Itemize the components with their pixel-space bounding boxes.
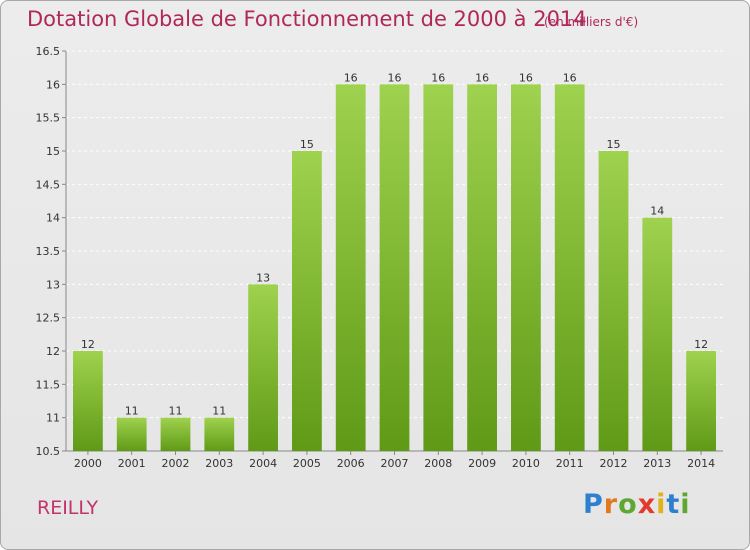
bar-2010 — [511, 84, 541, 451]
bar-2006 — [335, 84, 366, 451]
bar-value-label: 11 — [212, 405, 226, 418]
bar-2009 — [467, 84, 497, 451]
y-tick-label: 15 — [46, 145, 60, 158]
bar-2013 — [642, 217, 673, 451]
y-axis-ticks: 10.5 11 11.5 12 12.5 13 13.5 14 14.5 15 15.5 16 16.5 — [36, 45, 66, 458]
bar-2008 — [423, 84, 454, 451]
logo-letter: i — [656, 489, 667, 520]
x-tick-label: 2000 — [74, 457, 102, 470]
y-tick-label: 13 — [46, 278, 60, 291]
bar-value-label: 16 — [519, 71, 533, 84]
bar-2001 — [116, 417, 147, 451]
bar-value-label: 16 — [344, 71, 358, 84]
x-tick-label: 2002 — [162, 457, 190, 470]
proxiti-logo: Proxiti — [583, 489, 691, 520]
logo-letter: x — [637, 489, 657, 520]
x-tick-label: 2013 — [643, 457, 671, 470]
bar-value-label: 16 — [388, 71, 402, 84]
place-name: REILLY — [37, 497, 99, 519]
bar-value-label: 16 — [431, 71, 445, 84]
chart-title: Dotation Globale de Fonctionnement de 20… — [27, 7, 587, 31]
logo-letter: o — [618, 489, 638, 520]
y-tick-label: 11.5 — [36, 378, 61, 391]
y-tick-label: 11 — [46, 412, 60, 425]
logo-letter: P — [583, 489, 604, 520]
y-tick-label: 10.5 — [36, 445, 61, 458]
x-tick-label: 2004 — [249, 457, 277, 470]
bar-2005 — [292, 151, 322, 451]
bar-value-label: 12 — [81, 338, 95, 351]
y-tick-label: 15.5 — [36, 112, 61, 125]
bar-2002 — [160, 417, 191, 451]
bar-2004 — [248, 284, 278, 451]
logo-letter: r — [603, 489, 619, 520]
bar-value-label: 16 — [563, 71, 577, 84]
x-tick-label: 2012 — [600, 457, 628, 470]
bar-value-label: 14 — [650, 205, 664, 218]
bar-value-label: 16 — [475, 71, 489, 84]
y-tick-label: 14.5 — [36, 178, 61, 191]
bar-2003 — [204, 417, 235, 451]
y-tick-label: 13.5 — [36, 245, 61, 258]
x-tick-label: 2006 — [337, 457, 365, 470]
bar-2012 — [598, 151, 629, 451]
x-tick-label: 2005 — [293, 457, 321, 470]
bar-value-label: 11 — [169, 405, 183, 418]
bar-value-label: 15 — [607, 138, 621, 151]
y-tick-label: 16.5 — [36, 45, 61, 58]
bar-value-label: 12 — [694, 338, 708, 351]
bar-2014 — [686, 351, 716, 451]
bar-2000 — [73, 351, 103, 451]
x-tick-label: 2010 — [512, 457, 540, 470]
bar-2007 — [379, 84, 410, 451]
x-axis-ticks: 2000 2001 2002 2003 2004 2005 2006 2007 2008 2009… — [74, 451, 715, 470]
bar-value-label: 11 — [125, 405, 139, 418]
x-tick-label: 2007 — [381, 457, 409, 470]
logo-letter: t — [666, 489, 681, 520]
x-tick-label: 2001 — [118, 457, 146, 470]
bar-value-label: 15 — [300, 138, 314, 151]
bars: 12 11 11 11 13 15 16 16 16 16 16 16 15 14 12 — [73, 71, 716, 451]
x-tick-label: 2003 — [205, 457, 233, 470]
y-tick-label: 16 — [46, 78, 60, 91]
bar-value-label: 13 — [256, 271, 270, 284]
bar-2011 — [554, 84, 585, 451]
y-tick-label: 12 — [46, 345, 60, 358]
x-tick-label: 2008 — [424, 457, 452, 470]
y-tick-label: 14 — [46, 212, 60, 225]
x-tick-label: 2009 — [468, 457, 496, 470]
logo-letter: i — [680, 489, 691, 520]
x-tick-label: 2011 — [556, 457, 584, 470]
x-tick-label: 2014 — [687, 457, 715, 470]
y-tick-label: 12.5 — [36, 312, 61, 325]
chart-subtitle: (en milliers d'€) — [544, 15, 639, 29]
